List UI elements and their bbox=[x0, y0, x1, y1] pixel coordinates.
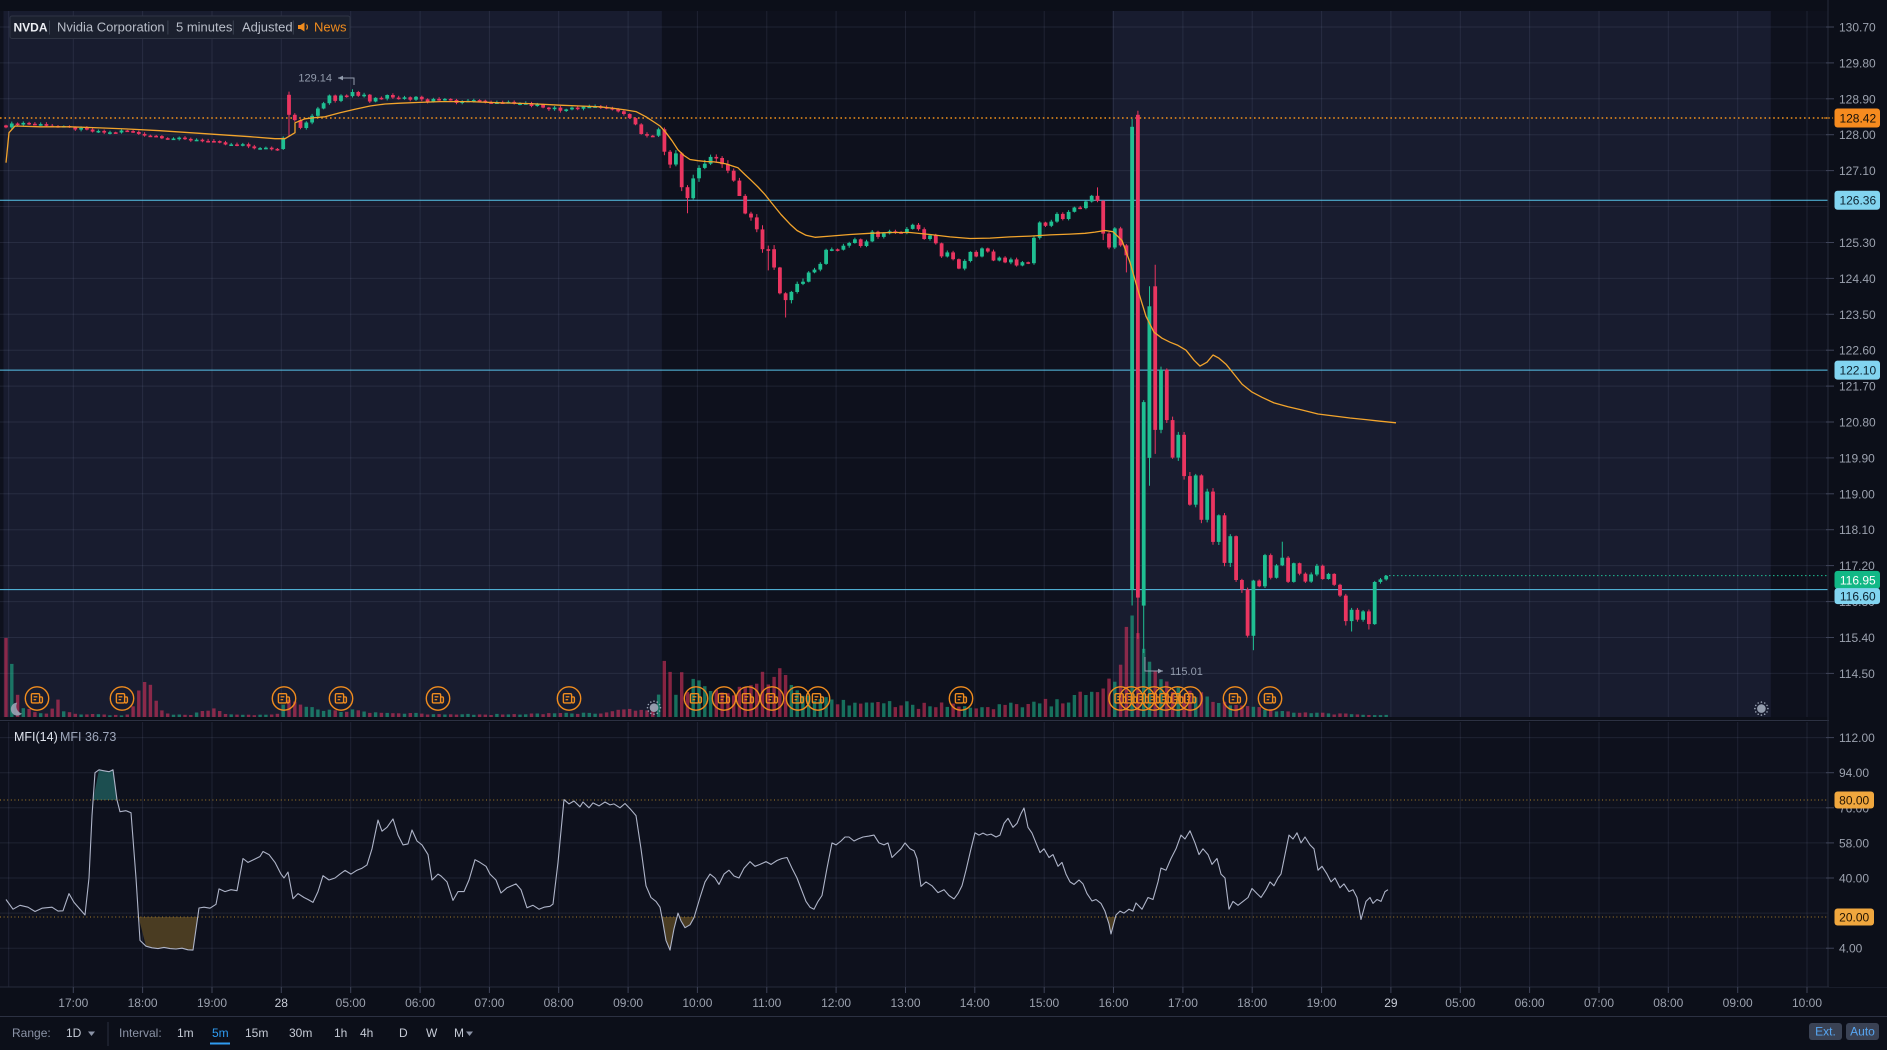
svg-text:5m: 5m bbox=[212, 1026, 229, 1040]
svg-text:11:00: 11:00 bbox=[752, 996, 781, 1010]
svg-text:Ext.: Ext. bbox=[1815, 1025, 1836, 1039]
svg-text:94.00: 94.00 bbox=[1839, 766, 1869, 780]
svg-text:129.80: 129.80 bbox=[1839, 56, 1876, 70]
svg-text:115.40: 115.40 bbox=[1839, 631, 1875, 645]
svg-text:15:00: 15:00 bbox=[1029, 996, 1059, 1010]
svg-text:06:00: 06:00 bbox=[405, 996, 435, 1010]
svg-text:116.60: 116.60 bbox=[1840, 590, 1876, 604]
svg-text:1m: 1m bbox=[177, 1026, 194, 1040]
svg-text:124.40: 124.40 bbox=[1839, 272, 1876, 286]
svg-text:09:00: 09:00 bbox=[613, 996, 643, 1010]
svg-text:06:00: 06:00 bbox=[1515, 996, 1545, 1010]
svg-text:20.00: 20.00 bbox=[1839, 911, 1869, 925]
svg-text:117.20: 117.20 bbox=[1839, 559, 1875, 573]
svg-text:118.10: 118.10 bbox=[1839, 523, 1875, 537]
svg-text:121.70: 121.70 bbox=[1839, 380, 1876, 394]
svg-text:19:00: 19:00 bbox=[197, 996, 227, 1010]
svg-text:40.00: 40.00 bbox=[1839, 872, 1869, 886]
svg-text:129.14: 129.14 bbox=[298, 73, 332, 85]
svg-text:120.80: 120.80 bbox=[1839, 416, 1876, 430]
svg-text:128.42: 128.42 bbox=[1839, 112, 1876, 126]
svg-text:14:00: 14:00 bbox=[960, 996, 990, 1010]
svg-text:127.10: 127.10 bbox=[1839, 164, 1876, 178]
svg-text:18:00: 18:00 bbox=[1237, 996, 1267, 1010]
svg-text:09:00: 09:00 bbox=[1723, 996, 1753, 1010]
svg-text:W: W bbox=[426, 1026, 438, 1040]
svg-text:05:00: 05:00 bbox=[336, 996, 366, 1010]
svg-text:29: 29 bbox=[1384, 996, 1398, 1010]
svg-text:MFI 36.73: MFI 36.73 bbox=[60, 730, 116, 744]
svg-text:1D: 1D bbox=[66, 1026, 82, 1040]
svg-text:D: D bbox=[399, 1026, 408, 1040]
svg-text:07:00: 07:00 bbox=[474, 996, 504, 1010]
svg-text:Nvidia Corporation: Nvidia Corporation bbox=[57, 20, 165, 35]
svg-text:10:00: 10:00 bbox=[1792, 996, 1822, 1010]
svg-text:News: News bbox=[314, 20, 347, 35]
svg-text:119.00: 119.00 bbox=[1839, 487, 1875, 501]
svg-text:4.00: 4.00 bbox=[1839, 942, 1863, 956]
svg-text:12:00: 12:00 bbox=[821, 996, 851, 1010]
svg-text:05:00: 05:00 bbox=[1445, 996, 1475, 1010]
svg-text:1h: 1h bbox=[334, 1026, 347, 1040]
svg-text:115.01: 115.01 bbox=[1170, 666, 1203, 678]
svg-text:119.90: 119.90 bbox=[1839, 451, 1875, 465]
svg-text:MFI(14): MFI(14) bbox=[14, 730, 58, 744]
svg-text:Auto: Auto bbox=[1850, 1025, 1875, 1039]
svg-text:122.10: 122.10 bbox=[1839, 364, 1876, 378]
svg-text:112.00: 112.00 bbox=[1839, 731, 1875, 745]
svg-text:18:00: 18:00 bbox=[128, 996, 158, 1010]
svg-text:17:00: 17:00 bbox=[1168, 996, 1198, 1010]
svg-text:NVDA: NVDA bbox=[14, 21, 48, 35]
svg-text:122.60: 122.60 bbox=[1839, 344, 1876, 358]
svg-text:5 minutes: 5 minutes bbox=[176, 20, 233, 35]
svg-text:30m: 30m bbox=[289, 1026, 312, 1040]
svg-text:07:00: 07:00 bbox=[1584, 996, 1614, 1010]
svg-text:114.50: 114.50 bbox=[1839, 667, 1875, 681]
svg-text:08:00: 08:00 bbox=[544, 996, 574, 1010]
svg-text:116.95: 116.95 bbox=[1840, 573, 1876, 587]
svg-text:123.50: 123.50 bbox=[1839, 308, 1876, 322]
svg-text:19:00: 19:00 bbox=[1307, 996, 1337, 1010]
svg-text:16:00: 16:00 bbox=[1098, 996, 1128, 1010]
svg-text:4h: 4h bbox=[360, 1026, 373, 1040]
svg-text:15m: 15m bbox=[245, 1026, 268, 1040]
svg-text:Range:: Range: bbox=[12, 1026, 51, 1040]
svg-text:28: 28 bbox=[275, 996, 289, 1010]
svg-text:10:00: 10:00 bbox=[682, 996, 712, 1010]
svg-text:125.30: 125.30 bbox=[1839, 236, 1876, 250]
svg-text:13:00: 13:00 bbox=[890, 996, 920, 1010]
svg-text:128.00: 128.00 bbox=[1839, 128, 1876, 142]
svg-text:17:00: 17:00 bbox=[58, 996, 88, 1010]
svg-text:08:00: 08:00 bbox=[1653, 996, 1683, 1010]
svg-text:80.00: 80.00 bbox=[1839, 794, 1869, 808]
svg-text:Interval:: Interval: bbox=[119, 1026, 162, 1040]
svg-text:M: M bbox=[454, 1026, 464, 1040]
svg-text:126.36: 126.36 bbox=[1839, 194, 1876, 208]
svg-text:128.90: 128.90 bbox=[1839, 92, 1876, 106]
svg-text:130.70: 130.70 bbox=[1839, 21, 1876, 35]
svg-text:Adjusted: Adjusted bbox=[242, 20, 293, 35]
svg-text:58.00: 58.00 bbox=[1839, 836, 1869, 850]
